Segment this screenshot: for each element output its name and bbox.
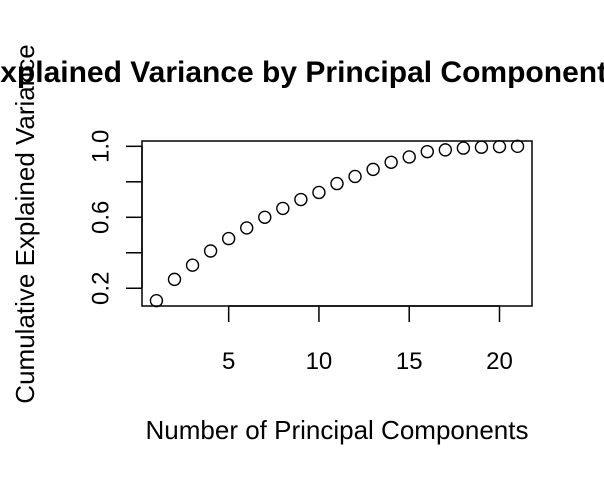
y-axis-label: Cumulative Explained Variance — [10, 44, 40, 403]
x-tick-label: 15 — [396, 348, 423, 375]
data-points — [149, 139, 525, 308]
data-point — [384, 155, 398, 169]
data-point — [312, 185, 326, 200]
x-tick-label: 20 — [486, 348, 513, 375]
data-point — [420, 144, 434, 159]
data-point — [185, 258, 200, 272]
plot-frame — [141, 140, 533, 307]
x-tick-label: 5 — [222, 348, 235, 375]
data-point — [402, 150, 416, 164]
data-point — [348, 169, 362, 184]
y-tick-label: 0.6 — [88, 201, 115, 234]
data-point — [492, 139, 507, 154]
data-point — [294, 192, 308, 207]
data-point — [366, 162, 380, 177]
data-point — [258, 210, 272, 224]
chart-title: Explained Variance by Principal Componen… — [0, 56, 604, 89]
data-point — [330, 176, 344, 191]
y-axis: 0.2 0.6 1.0 — [88, 130, 143, 305]
x-axis-label: Number of Principal Components — [146, 415, 529, 445]
data-point — [276, 201, 290, 216]
data-point — [474, 140, 489, 154]
x-axis: 5 10 15 20 — [222, 305, 513, 375]
data-point — [149, 293, 164, 308]
data-point — [456, 141, 471, 155]
y-tick-label: 1.0 — [88, 130, 115, 163]
data-point — [438, 143, 453, 157]
data-point — [510, 139, 525, 154]
data-point — [221, 231, 236, 246]
data-point — [240, 221, 254, 235]
data-point — [167, 272, 182, 287]
x-tick-label: 10 — [306, 348, 333, 375]
data-point — [203, 244, 218, 258]
y-tick-label: 0.2 — [88, 272, 115, 305]
